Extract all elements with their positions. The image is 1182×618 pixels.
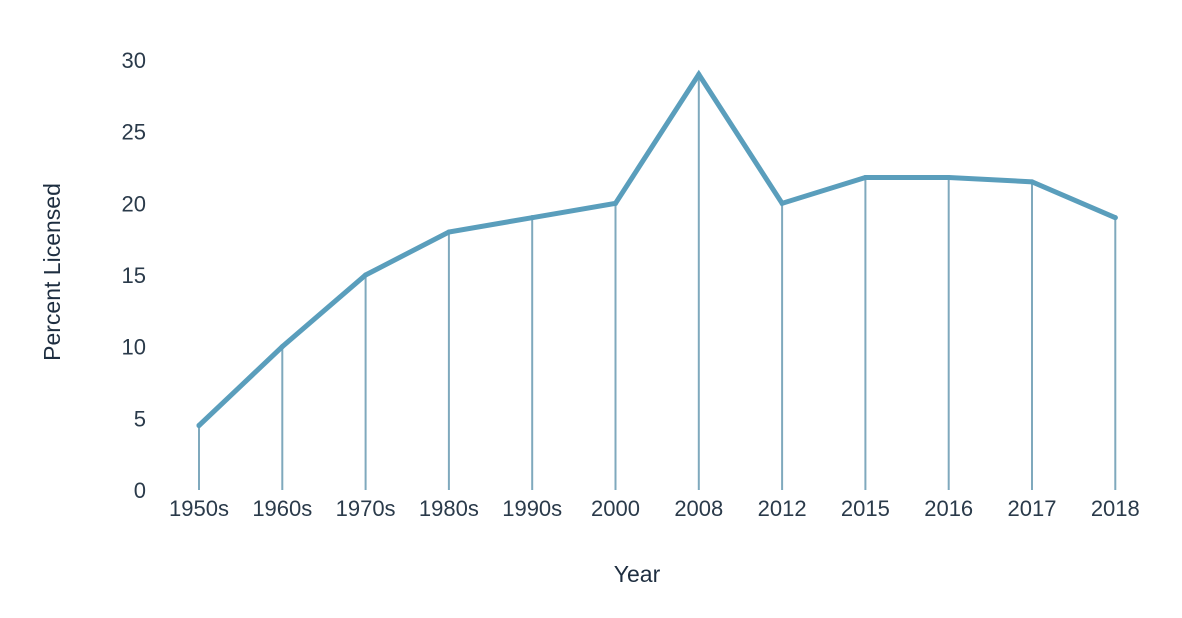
y-axis-label: Percent Licensed	[39, 183, 65, 361]
series-layer	[196, 69, 1118, 428]
x-tick-label: 1960s	[252, 496, 312, 521]
y-tick-label: 30	[122, 48, 146, 73]
data-point-1980s	[446, 229, 452, 235]
x-tick-label: 2008	[674, 496, 723, 521]
x-tick-label: 2015	[841, 496, 890, 521]
y-tick-label: 0	[134, 478, 146, 503]
x-tick-label: 2012	[758, 496, 807, 521]
x-tick-label: 1980s	[419, 496, 479, 521]
y-tick-label: 15	[122, 263, 146, 288]
drop-lines	[198, 74, 1117, 490]
y-tick-label: 10	[122, 335, 146, 360]
y-tick-label: 5	[134, 406, 146, 431]
data-point-1950s	[196, 423, 202, 428]
y-tick-label: 20	[122, 191, 146, 216]
x-tick-label: 2018	[1091, 496, 1140, 521]
x-tick-label: 1950s	[169, 496, 229, 521]
x-tick-label: 1990s	[502, 496, 562, 521]
data-point-2008	[696, 71, 702, 77]
x-tick-label: 2000	[591, 496, 640, 521]
data-point-1960s	[279, 344, 285, 350]
series-line	[196, 69, 1118, 428]
x-tick-label: 2016	[924, 496, 973, 521]
x-tick-label: 1970s	[336, 496, 396, 521]
data-point-1970s	[363, 272, 369, 278]
y-tick-label: 25	[122, 120, 146, 145]
data-point-2016	[946, 175, 952, 181]
x-axis-ticks: 1950s 1960s 1970s 1980s 1990s 2000 2008 2012 201…	[169, 496, 1140, 521]
x-tick-label: 2017	[1008, 496, 1057, 521]
data-point-1990s	[529, 215, 535, 221]
data-point-2018	[1112, 215, 1118, 221]
y-axis-ticks: 0 5 10 15 20 25 30	[122, 48, 146, 503]
data-point-2000	[613, 200, 618, 206]
x-axis-label: Year	[614, 561, 661, 587]
data-point-2015	[862, 175, 868, 181]
data-point-2012	[779, 200, 785, 206]
data-point-2017	[1029, 179, 1035, 185]
